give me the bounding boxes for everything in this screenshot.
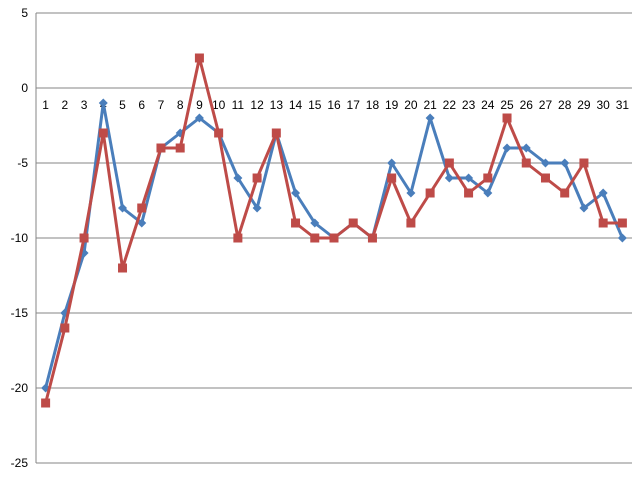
x-tick-label: 24 <box>481 98 495 112</box>
x-tick-label: 19 <box>385 98 399 112</box>
series-1-point <box>560 158 570 168</box>
x-tick-label: 28 <box>558 98 572 112</box>
series-2-point <box>425 188 435 198</box>
series-2-point <box>464 188 474 198</box>
y-tick-label: -10 <box>11 231 29 245</box>
y-tick-label: -15 <box>11 306 29 320</box>
series-1-point <box>406 188 416 198</box>
series-2-point <box>233 233 243 243</box>
series-1-point <box>387 158 397 168</box>
series-1-point <box>118 203 128 213</box>
x-axis-tick-labels: 1234567891011121314151617181920212223242… <box>42 98 629 112</box>
x-tick-label: 16 <box>327 98 341 112</box>
series-2-point <box>502 113 512 123</box>
x-tick-label: 8 <box>177 98 184 112</box>
x-tick-label: 22 <box>443 98 457 112</box>
series-2-point <box>252 173 262 183</box>
series-2-point <box>348 218 358 228</box>
x-tick-label: 26 <box>520 98 534 112</box>
series-2-point <box>156 143 166 153</box>
series-1-point <box>540 158 550 168</box>
x-tick-label: 10 <box>212 98 226 112</box>
series-2-point <box>137 203 147 213</box>
x-tick-label: 14 <box>289 98 303 112</box>
series-1-point <box>310 218 320 228</box>
series-2-point <box>214 128 224 138</box>
series-1-point <box>98 98 108 108</box>
series-1-point <box>252 203 262 213</box>
series-1-point <box>598 188 608 198</box>
x-tick-label: 18 <box>366 98 380 112</box>
x-tick-label: 2 <box>61 98 68 112</box>
x-tick-label: 15 <box>308 98 322 112</box>
x-tick-label: 20 <box>404 98 418 112</box>
series-1-point <box>502 143 512 153</box>
series-2-point <box>98 128 108 138</box>
y-tick-label: -25 <box>11 456 29 470</box>
x-tick-label: 9 <box>196 98 203 112</box>
x-tick-label: 13 <box>270 98 284 112</box>
series-2-point <box>291 218 301 228</box>
x-tick-label: 31 <box>616 98 630 112</box>
series-2-point <box>617 218 627 228</box>
y-tick-label: -5 <box>17 156 28 170</box>
series-1-point <box>444 173 454 183</box>
series-2 <box>41 53 627 408</box>
x-tick-label: 29 <box>577 98 591 112</box>
x-tick-label: 5 <box>119 98 126 112</box>
series-2-point <box>329 233 339 243</box>
series-1-point <box>194 113 204 123</box>
series-2-point <box>60 323 70 333</box>
series-2-point <box>598 218 608 228</box>
series-1-point <box>464 173 474 183</box>
series-2-point <box>560 188 570 198</box>
series-1-point <box>291 188 301 198</box>
series-2-point <box>194 53 204 63</box>
series-2-point <box>406 218 416 228</box>
y-axis-tick-labels: 5 0 -5 -10 -15 -20 -25 <box>11 6 29 470</box>
series-2-point <box>483 173 493 183</box>
x-tick-label: 25 <box>500 98 514 112</box>
series-group <box>41 53 627 408</box>
series-2-point <box>521 158 531 168</box>
x-tick-label: 6 <box>138 98 145 112</box>
series-2-point <box>579 158 589 168</box>
y-tick-label: 0 <box>21 81 28 95</box>
y-tick-label: -20 <box>11 381 29 395</box>
series-1-point <box>617 233 627 243</box>
x-tick-label: 12 <box>250 98 264 112</box>
x-tick-label: 23 <box>462 98 476 112</box>
series-2-point <box>271 128 281 138</box>
x-tick-label: 7 <box>158 98 165 112</box>
series-1-point <box>579 203 589 213</box>
y-tick-label: 5 <box>21 6 28 20</box>
series-1-point <box>483 188 493 198</box>
series-2-point <box>175 143 185 153</box>
series-1-point <box>425 113 435 123</box>
series-2-point <box>387 173 397 183</box>
series-2-point <box>41 398 51 408</box>
series-2-point <box>79 233 89 243</box>
x-tick-label: 11 <box>232 98 245 112</box>
series-1-line <box>44 101 624 389</box>
x-tick-label: 1 <box>42 98 49 112</box>
x-tick-label: 17 <box>347 98 361 112</box>
series-1-point <box>521 143 531 153</box>
axes <box>35 13 632 463</box>
x-tick-label: 3 <box>81 98 88 112</box>
series-2-point <box>310 233 320 243</box>
x-tick-label: 21 <box>423 98 437 112</box>
series-1-point <box>233 173 243 183</box>
series-2-point <box>540 173 550 183</box>
series-2-point <box>367 233 377 243</box>
series-1-point <box>137 218 147 228</box>
series-2-point <box>118 263 128 273</box>
series-2-point <box>444 158 454 168</box>
x-tick-label: 30 <box>596 98 610 112</box>
x-tick-label: 27 <box>539 98 553 112</box>
